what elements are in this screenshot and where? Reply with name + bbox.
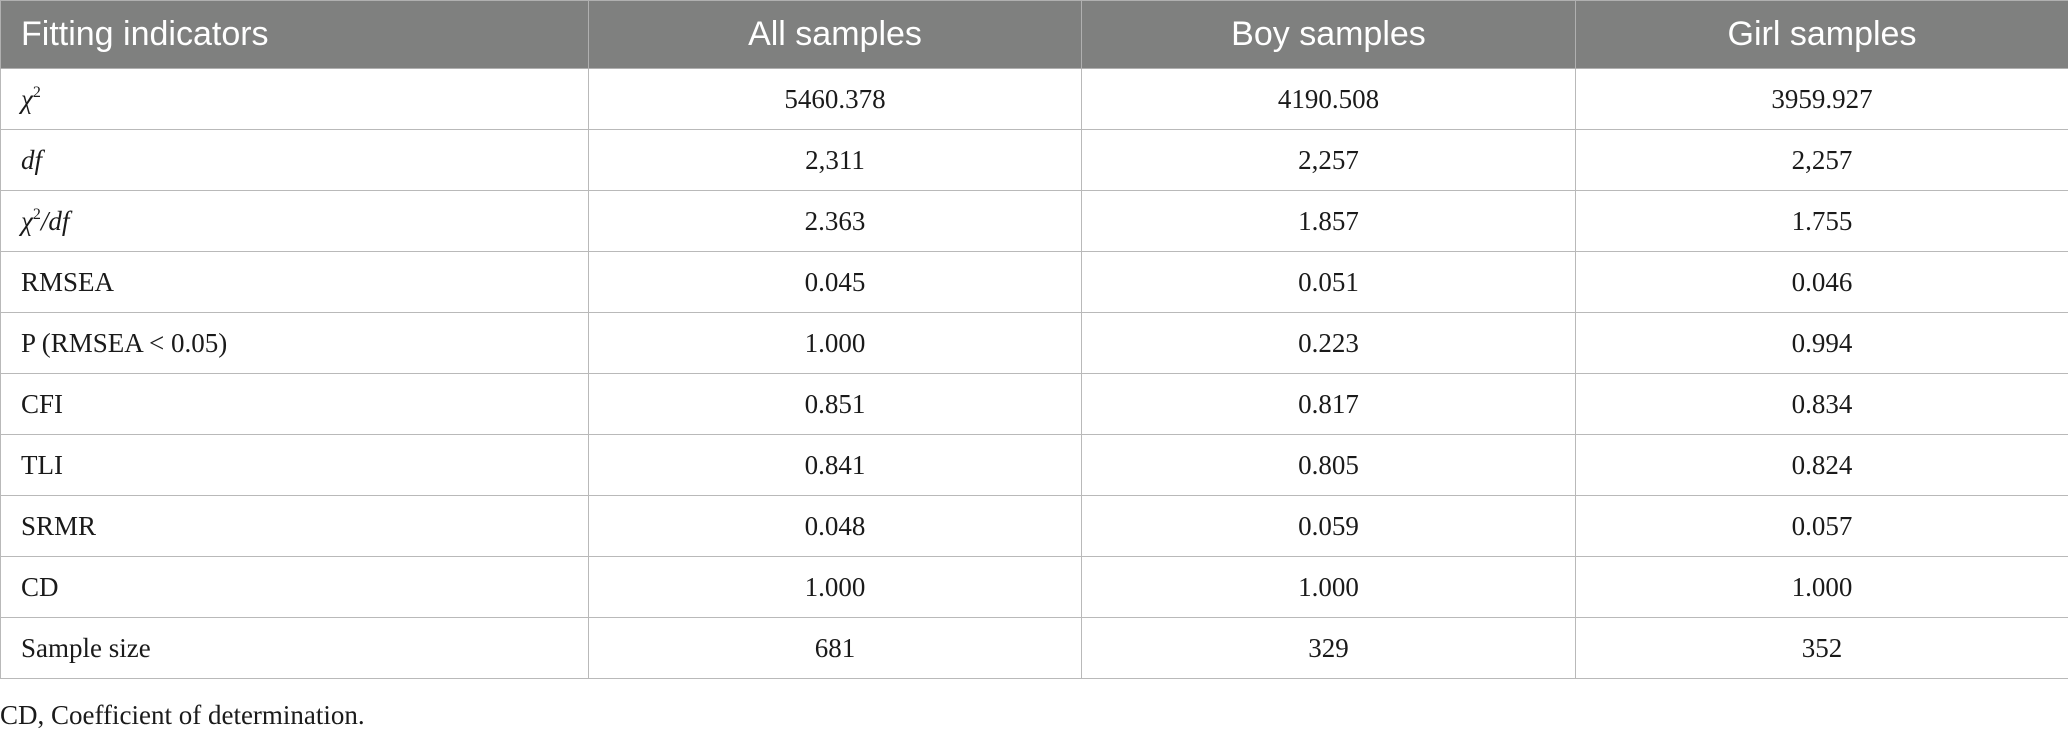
cell-value: 0.834 (1575, 373, 2068, 435)
cell-value: 5460.378 (588, 68, 1082, 130)
cell-value: 1.755 (1575, 190, 2068, 252)
fit-indices-table-container: Fitting indicators All samples Boy sampl… (0, 0, 2068, 679)
cell-value: 0.051 (1081, 251, 1576, 313)
row-label-cfi: CFI (0, 373, 589, 435)
cell-value: 352 (1575, 617, 2068, 679)
table-row: χ2/df 2.363 1.857 1.755 (0, 190, 2068, 252)
cell-value: 1.000 (1081, 556, 1576, 618)
cell-value: 0.046 (1575, 251, 2068, 313)
cell-value: 0.223 (1081, 312, 1576, 374)
header-all-samples: All samples (588, 0, 1082, 69)
row-label-p-rmsea: P (RMSEA < 0.05) (0, 312, 589, 374)
cell-value: 0.841 (588, 434, 1082, 496)
table-row: CFI 0.851 0.817 0.834 (0, 373, 2068, 435)
table-row: χ2 5460.378 4190.508 3959.927 (0, 68, 2068, 130)
table-row: P (RMSEA < 0.05) 1.000 0.223 0.994 (0, 312, 2068, 374)
row-label-tli: TLI (0, 434, 589, 496)
cell-value: 0.805 (1081, 434, 1576, 496)
cell-value: 0.048 (588, 495, 1082, 557)
cell-value: 0.059 (1081, 495, 1576, 557)
row-label-chi-square-df: χ2/df (0, 190, 589, 252)
cell-value: 2.363 (588, 190, 1082, 252)
table-row: TLI 0.841 0.805 0.824 (0, 434, 2068, 496)
cell-value: 329 (1081, 617, 1576, 679)
fit-indices-table: Fitting indicators All samples Boy sampl… (0, 0, 2068, 679)
cell-value: 2,257 (1575, 129, 2068, 191)
cell-value: 1.000 (588, 556, 1082, 618)
table-header-row: Fitting indicators All samples Boy sampl… (0, 0, 2068, 69)
row-label-df: df (0, 129, 589, 191)
cell-value: 0.851 (588, 373, 1082, 435)
table-row: SRMR 0.048 0.059 0.057 (0, 495, 2068, 557)
cell-value: 681 (588, 617, 1082, 679)
cell-value: 0.045 (588, 251, 1082, 313)
table-row: CD 1.000 1.000 1.000 (0, 556, 2068, 618)
row-label-cd: CD (0, 556, 589, 618)
table-row: df 2,311 2,257 2,257 (0, 129, 2068, 191)
header-boy-samples: Boy samples (1081, 0, 1576, 69)
row-label-chi-square: χ2 (0, 68, 589, 130)
cell-value: 0.994 (1575, 312, 2068, 374)
header-fitting-indicators: Fitting indicators (0, 0, 589, 69)
cell-value: 1.857 (1081, 190, 1576, 252)
cell-value: 4190.508 (1081, 68, 1576, 130)
header-girl-samples: Girl samples (1575, 0, 2068, 69)
table-row: Sample size 681 329 352 (0, 617, 2068, 679)
cell-value: 0.824 (1575, 434, 2068, 496)
cell-value: 2,257 (1081, 129, 1576, 191)
cell-value: 2,311 (588, 129, 1082, 191)
table-footnote: CD, Coefficient of determination. (0, 700, 365, 730)
table-row: RMSEA 0.045 0.051 0.046 (0, 251, 2068, 313)
cell-value: 1.000 (588, 312, 1082, 374)
cell-value: 0.057 (1575, 495, 2068, 557)
cell-value: 0.817 (1081, 373, 1576, 435)
row-label-sample-size: Sample size (0, 617, 589, 679)
cell-value: 3959.927 (1575, 68, 2068, 130)
row-label-srmr: SRMR (0, 495, 589, 557)
row-label-rmsea: RMSEA (0, 251, 589, 313)
cell-value: 1.000 (1575, 556, 2068, 618)
